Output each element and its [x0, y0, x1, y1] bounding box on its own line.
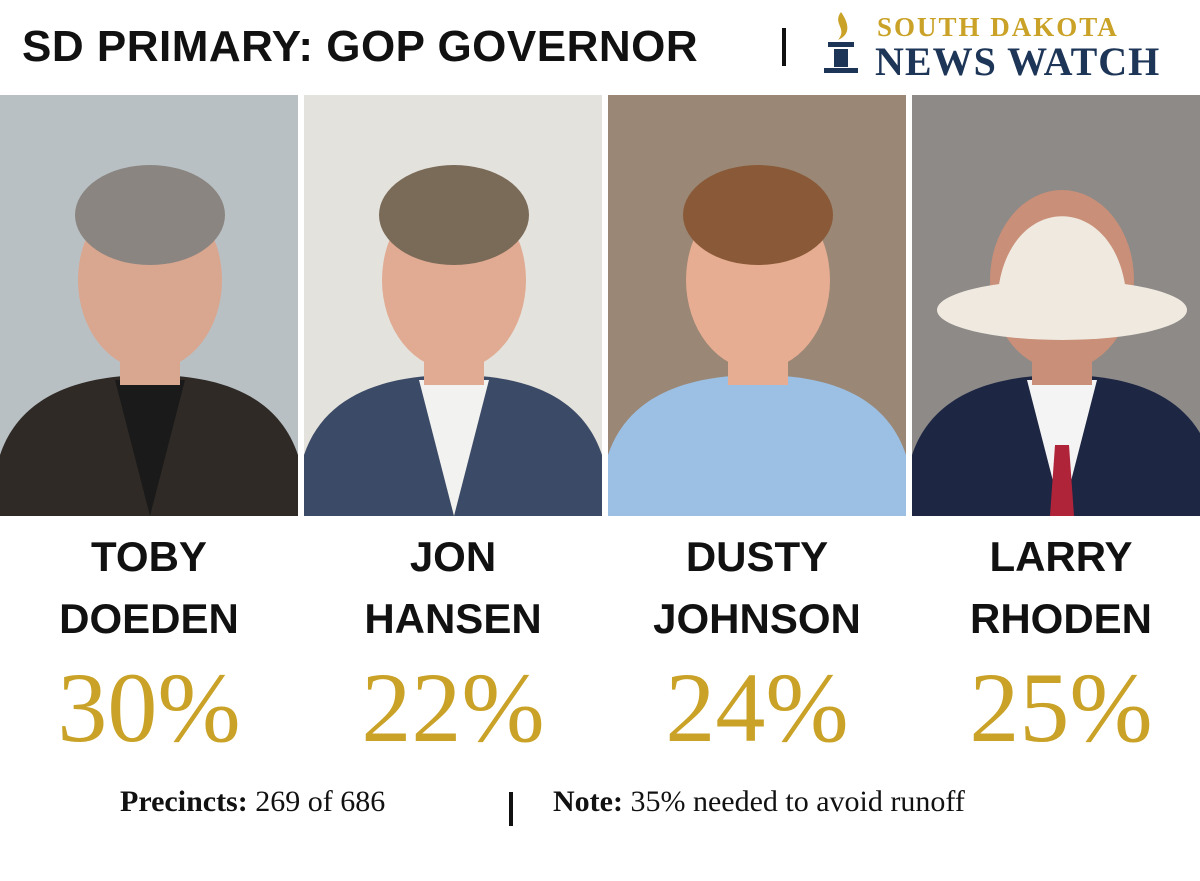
last-name: JOHNSON: [653, 595, 861, 642]
candidate: TOBY DOEDEN 30%: [0, 95, 298, 855]
value: 269 of 686: [255, 785, 386, 818]
logo-line: SOUTH DAKOTA: [877, 12, 1119, 42]
last-name: DOEDEN: [59, 595, 239, 642]
last-name: RHODEN: [969, 595, 1152, 642]
title: SD PRIMARY: GOP GOVERNOR: [22, 22, 699, 71]
logo-line: NEWS WATCH: [875, 39, 1161, 84]
vote-percent: 25%: [969, 652, 1153, 763]
candidate: LARRY RHODEN 25%: [912, 95, 1200, 855]
separator: [509, 792, 513, 826]
value: 35% needed to avoid runoff: [630, 785, 965, 818]
note: Note: 35% needed to avoid runoff: [553, 785, 965, 819]
candidate-photo: [608, 95, 906, 516]
header: SD PRIMARY: GOP GOVERNOR SOUTH DAKOTA NE…: [0, 0, 1200, 92]
first-name: LARRY: [989, 533, 1133, 580]
label: Precincts:: [120, 785, 248, 818]
first-name: JON: [409, 533, 497, 580]
candidate: JON HANSEN 22%: [304, 95, 602, 855]
vote-percent: 24%: [665, 652, 849, 763]
last-name: HANSEN: [364, 595, 542, 642]
candidate-photo: [304, 95, 602, 516]
label: Note:: [553, 785, 623, 818]
vote-percent: 22%: [361, 652, 545, 763]
precincts: Precincts: 269 of 686: [120, 785, 385, 819]
candidate-photo: [0, 95, 298, 516]
candidate: DUSTY JOHNSON 24%: [608, 95, 906, 855]
logo-icon: [824, 12, 858, 73]
vote-percent: 30%: [57, 652, 241, 763]
separator: [782, 28, 786, 66]
candidate-photo: [912, 95, 1200, 516]
first-name: DUSTY: [685, 533, 829, 580]
first-name: TOBY: [91, 533, 207, 580]
